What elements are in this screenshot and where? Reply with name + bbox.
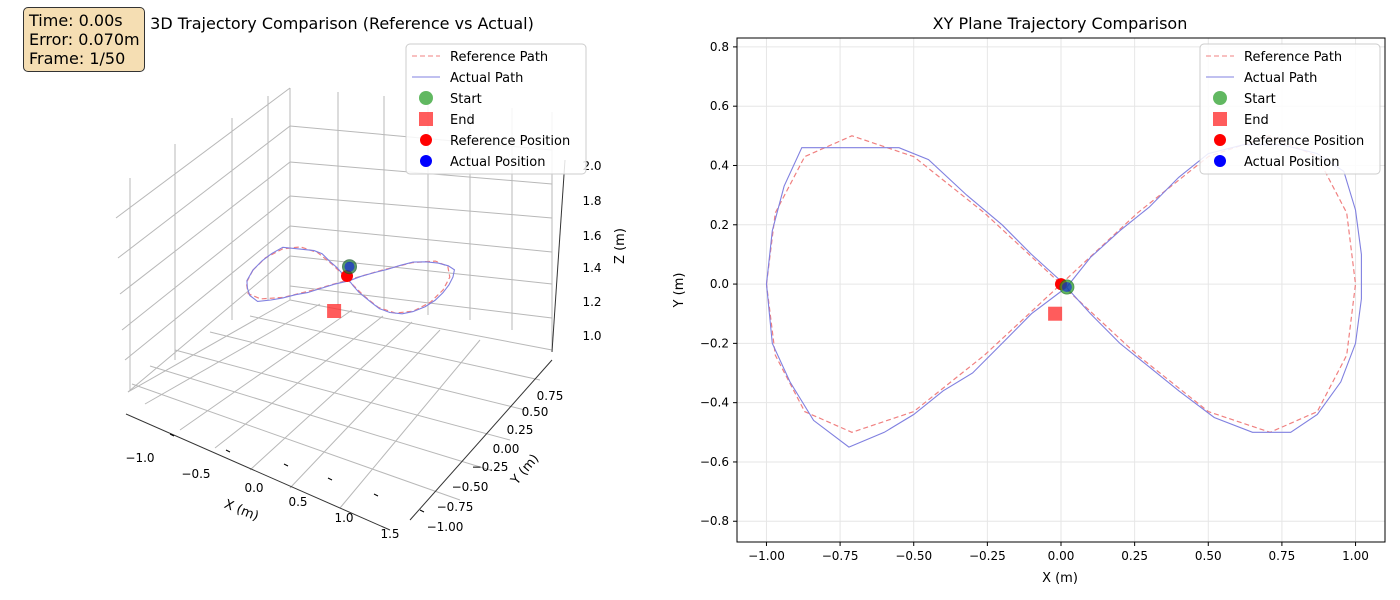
z-3d-tick-label: 1.2 (582, 295, 601, 309)
y-axis-3d-label: Y (m) (508, 452, 543, 489)
x-3d-tick (373, 493, 379, 497)
end-marker-xy (1048, 306, 1063, 321)
legend-label: Start (1244, 92, 1276, 107)
y-tick-label: −0.6 (700, 455, 729, 469)
x-3d-tick-label: 0.5 (288, 495, 307, 509)
legend-marker (419, 112, 433, 126)
x-3d-tick-label: 1.5 (380, 527, 399, 541)
legend-label: Actual Path (1244, 71, 1317, 86)
legend-3d: Reference Path Actual Path Start End Referen… (405, 43, 587, 175)
x-tick-label: −0.75 (822, 549, 859, 563)
legend-label: End (450, 113, 475, 128)
legend-xy: Reference Path Actual Path Start End Referen… (1199, 43, 1381, 175)
chart-3d-title: 3D Trajectory Comparison (Reference vs A… (150, 14, 534, 33)
z-3d-tick-label: 2.0 (582, 159, 601, 173)
legend-marker (419, 91, 433, 105)
z-3d-tick-label: 1.0 (582, 329, 601, 343)
x-tick-label: −1.00 (748, 549, 785, 563)
legend-marker (420, 134, 432, 146)
info-box: Time: 0.00s Error: 0.070m Frame: 1/50 (23, 7, 145, 72)
legend-label: Start (450, 92, 482, 107)
x-tick-label: −0.50 (895, 549, 932, 563)
legend-label: Actual Position (1244, 155, 1339, 170)
x-3d-tick (225, 449, 231, 453)
chart-xy-title: XY Plane Trajectory Comparison (933, 14, 1188, 33)
y-3d-tick-label: 0.00 (493, 442, 520, 456)
y-axis-xy-label: Y (m) (672, 273, 687, 309)
x-tick-label: 0.50 (1195, 549, 1222, 563)
plot-3d: 3D Trajectory Comparison (Reference vs A… (115, 14, 628, 541)
z-3d-tick-label: 1.6 (582, 229, 601, 243)
x-3d-tick-label: 1.0 (334, 511, 353, 525)
y-axis-3d-ticks: −1.00 −0.75 −0.50 −0.25 0.00 0.25 0.50 0.75 (427, 389, 564, 534)
xy-ticks: −1.00 −0.75 −0.50 −0.25 0.00 0.25 0.50 0.75 1.00… (700, 40, 1369, 563)
x-3d-tick-label: −1.0 (125, 451, 154, 465)
y-tick-label: −0.2 (700, 336, 729, 350)
actual-path-xy (765, 144, 1362, 448)
x-tick-label: −0.25 (969, 549, 1006, 563)
x-3d-tick (169, 433, 175, 437)
y-3d-tick-label: −0.25 (472, 460, 509, 474)
y-3d-tick-label: −0.50 (452, 480, 489, 494)
y-tick-label: 0.2 (710, 218, 729, 232)
y-3d-tick-label: 0.50 (522, 405, 549, 419)
x-3d-tick (419, 509, 425, 513)
legend-label: End (1244, 113, 1269, 128)
legend-marker (420, 155, 432, 167)
x-axis-3d-ticks: −1.0 −0.5 0.0 0.5 1.0 1.5 (125, 433, 425, 541)
y-tick-label: 0.4 (710, 158, 729, 172)
x-tick-label: 0.75 (1269, 549, 1296, 563)
x-tick-label: 0.25 (1121, 549, 1148, 563)
legend-marker (1213, 91, 1227, 105)
legend-label: Reference Path (450, 50, 548, 65)
x-tick-label: 1.00 (1342, 549, 1369, 563)
axes-3d-edges (125, 159, 566, 531)
y-tick-label: 0.6 (710, 99, 729, 113)
z-3d-tick-label: 1.4 (582, 261, 601, 275)
actual-path-3d (246, 246, 456, 315)
x-tick-label: 0.00 (1048, 549, 1075, 563)
legend-label: Reference Path (1244, 50, 1342, 65)
legend-label: Reference Position (450, 134, 570, 149)
x-3d-tick-label: 0.0 (244, 481, 263, 495)
plot-xy: XY Plane Trajectory Comparison −1.00 −0.7… (672, 14, 1386, 586)
y-3d-tick-label: 0.75 (537, 389, 564, 403)
z-axis-3d-ticks: 1.0 1.2 1.4 1.6 1.8 2.0 (582, 159, 601, 343)
info-time: Time: 0.00s (29, 11, 123, 30)
reference-path-xy (765, 135, 1357, 433)
x-axis-xy-label: X (m) (1042, 571, 1078, 586)
y-3d-tick-label: 0.25 (507, 423, 534, 437)
x-3d-tick-label: −0.5 (181, 467, 210, 481)
actual-position-xy (1061, 282, 1072, 293)
y-3d-tick-label: −1.00 (427, 520, 464, 534)
info-error: Error: 0.070m (29, 30, 140, 49)
legend-marker (1213, 112, 1227, 126)
legend-marker (1214, 155, 1226, 167)
y-tick-label: −0.8 (700, 514, 729, 528)
end-marker-3d (327, 304, 342, 318)
y-tick-label: −0.4 (700, 396, 729, 410)
reference-path-3d (245, 246, 451, 314)
legend-label: Reference Position (1244, 134, 1364, 149)
legend-label: Actual Path (450, 71, 523, 86)
z-axis-3d-label: Z (m) (613, 228, 628, 264)
legend-marker (1214, 134, 1226, 146)
actual-position-3d (344, 261, 355, 272)
y-tick-label: 0.0 (710, 277, 729, 291)
info-frame: Frame: 1/50 (29, 49, 126, 68)
y-tick-label: 0.8 (710, 40, 729, 54)
z-3d-tick-label: 1.8 (582, 194, 601, 208)
y-3d-tick-label: −0.75 (437, 500, 474, 514)
legend-label: Actual Position (450, 155, 545, 170)
x-axis-3d-label: X (m) (222, 497, 261, 524)
x-3d-tick (327, 477, 333, 481)
x-3d-tick (283, 463, 289, 467)
